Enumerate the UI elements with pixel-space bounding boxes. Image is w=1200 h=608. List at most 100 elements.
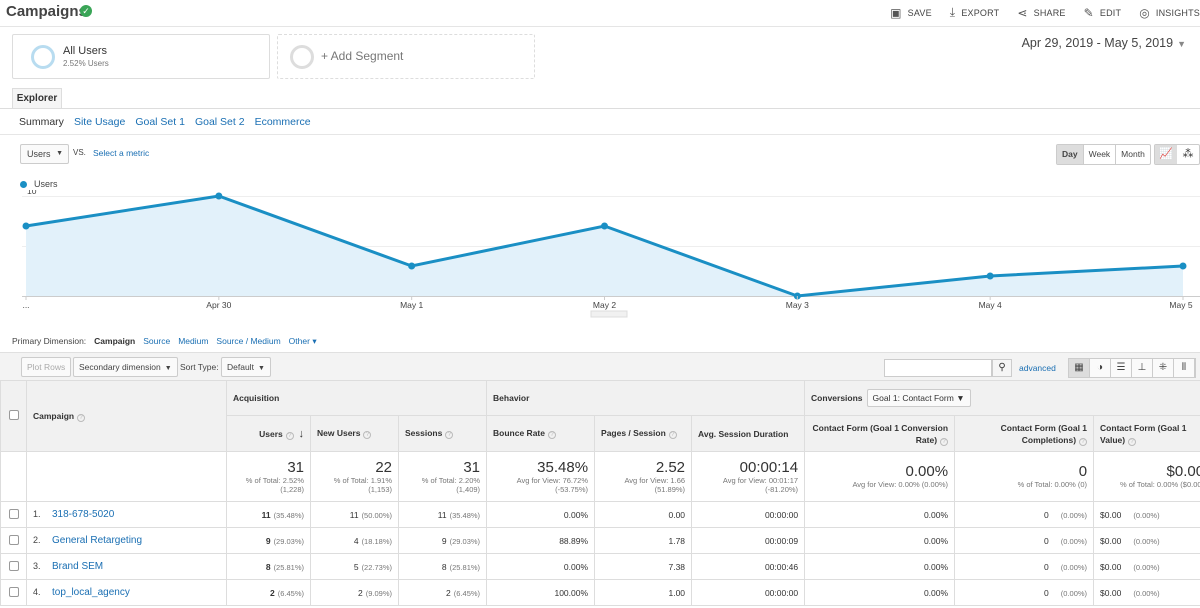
comparison-view-icon[interactable]: ⊥	[1132, 359, 1153, 377]
line-chart-icon[interactable]: 📈	[1155, 145, 1177, 164]
users-area	[26, 196, 1183, 296]
conversion-rate-cell: 0.00%	[804, 527, 956, 554]
subtab-site-usage[interactable]: Site Usage	[73, 116, 126, 128]
col-avg-session-duration[interactable]: Avg. Session Duration	[691, 415, 806, 452]
dimension-other[interactable]: Other ▾	[288, 336, 317, 346]
x-tick-label: May 3	[786, 300, 809, 310]
x-tick-label: May 4	[979, 300, 1002, 310]
help-icon: ?	[363, 431, 372, 439]
dimension-source[interactable]: Source	[143, 336, 171, 346]
row-checkbox[interactable]	[8, 508, 19, 519]
col-goal-value[interactable]: Contact Form (Goal 1 Value)?	[1093, 415, 1200, 452]
campaign-cell: 3. Brand SEM	[26, 553, 227, 580]
x-tick-label: May 1	[400, 300, 423, 310]
dimension-source-medium[interactable]: Source / Medium	[216, 336, 281, 346]
col-bounce-rate[interactable]: Bounce Rate?	[486, 415, 596, 452]
row-checkbox[interactable]	[8, 560, 19, 571]
help-icon: ?	[548, 431, 556, 439]
conversion-rate-cell: 0.00%	[804, 501, 956, 528]
legend-label: Users	[34, 179, 58, 189]
search-icon[interactable]: ⚲	[992, 359, 1012, 377]
chart-type-toggle: 📈 ⁂	[1154, 144, 1200, 165]
campaign-link[interactable]: 318-678-5020	[52, 509, 115, 520]
add-segment-button[interactable]: + Add Segment	[277, 34, 535, 79]
pages-session-cell: 0.00	[594, 501, 693, 528]
new-users-cell: 4 (18.18%)	[310, 527, 399, 554]
export-button[interactable]: ⤓ EXPORT	[949, 5, 1000, 19]
save-button[interactable]: ▣ SAVE	[890, 5, 932, 20]
campaign-link[interactable]: General Retargeting	[52, 535, 143, 546]
period-week-button[interactable]: Week	[1084, 145, 1117, 164]
subtab-goal-set-2[interactable]: Goal Set 2	[194, 116, 245, 128]
y-tick-label: 10	[27, 190, 37, 196]
select-metric-link[interactable]: Select a metric	[93, 148, 150, 158]
date-range-picker[interactable]: Apr 29, 2019 - May 5, 2019 ▼	[1021, 36, 1186, 50]
users-cell: 2 (6.45%)	[226, 579, 311, 606]
save-icon: ▣	[890, 5, 902, 20]
segment-all-users[interactable]: All Users 2.52% Users	[12, 34, 270, 79]
table-row: 3. Brand SEM 8 (25.81%) 5 (22.73%) 8 (25.81%) 0.…	[0, 553, 1200, 580]
period-day-button[interactable]: Day	[1057, 145, 1084, 164]
sessions-cell: 2 (6.45%)	[397, 579, 488, 606]
behavior-group-header: Behavior	[486, 380, 806, 416]
pages-session-cell: 7.38	[594, 553, 693, 580]
bounce-rate-cell: 88.89%	[486, 527, 596, 554]
total-value: $0.00% of Total: 0.00% ($0.00)	[1093, 451, 1200, 502]
motion-chart-icon[interactable]: ⁂	[1182, 148, 1194, 160]
top-bar: Campaigns ✓ ▣ SAVE ⤓ EXPORT ⋖ SHARE ✎ EDIT ◎…	[0, 0, 1200, 27]
col-pages-session[interactable]: Pages / Session?	[594, 415, 693, 452]
totals-row: 31% of Total: 2.52% (1,228) 22% of Total:…	[0, 451, 1200, 502]
chevron-down-icon: ▼	[257, 365, 265, 372]
chevron-down-icon: ▼	[1177, 39, 1186, 49]
chart-resize-handle	[590, 310, 628, 318]
tab-explorer[interactable]: Explorer	[12, 88, 62, 109]
sort-type-select[interactable]: Default ▼	[221, 357, 271, 377]
total-new-users: 22% of Total: 1.91% (1,153)	[310, 451, 399, 502]
x-tick-label: May 2	[593, 300, 616, 310]
share-button[interactable]: ⋖ SHARE	[1017, 5, 1066, 20]
help-icon: ?	[668, 431, 677, 439]
select-all-checkbox[interactable]	[8, 410, 19, 420]
segment-subtitle: 2.52% Users	[63, 59, 109, 68]
dimension-campaign[interactable]: Campaign	[94, 336, 136, 346]
primary-dimension-label: Primary Dimension:	[12, 336, 87, 346]
col-new-users[interactable]: New Users?	[310, 415, 399, 452]
data-table-icon[interactable]: ▦	[1069, 359, 1090, 377]
percentage-view-icon[interactable]: ◑	[1090, 359, 1111, 377]
term-cloud-icon[interactable]: ⁜	[1153, 359, 1174, 377]
total-completions: 0% of Total: 0.00% (0)	[954, 451, 1095, 502]
users-cell: 8 (25.81%)	[226, 553, 311, 580]
col-sessions[interactable]: Sessions?	[397, 415, 488, 452]
help-icon: ?	[1128, 437, 1137, 446]
campaign-cell: 4. top_local_agency	[26, 579, 227, 606]
chevron-down-icon: ▼	[56, 150, 63, 157]
subtab-goal-set-1[interactable]: Goal Set 1	[135, 116, 185, 128]
chevron-down-icon: ▾	[312, 336, 317, 346]
insights-button[interactable]: ◎ INSIGHTS	[1139, 5, 1200, 20]
col-goal-conversion-rate[interactable]: Contact Form (Goal 1 Conversion Rate)?	[804, 415, 956, 452]
edit-button[interactable]: ✎ EDIT	[1083, 5, 1122, 20]
plot-rows-button[interactable]: Plot Rows	[21, 357, 72, 377]
campaign-link[interactable]: top_local_agency	[52, 587, 130, 598]
row-checkbox[interactable]	[8, 586, 19, 597]
col-users[interactable]: Users? ↓	[226, 415, 311, 452]
acquisition-group-header: Acquisition	[225, 380, 488, 416]
total-sessions: 31% of Total: 2.20% (1,409)	[397, 451, 488, 502]
metric-select[interactable]: Users ▼	[20, 144, 69, 164]
dimension-medium[interactable]: Medium	[178, 336, 209, 346]
subtab-summary[interactable]: Summary	[19, 116, 64, 128]
campaign-header[interactable]: Campaign?	[26, 380, 227, 452]
completions-cell: 0 (0.00%)	[954, 553, 1095, 580]
subtab-ecommerce[interactable]: Ecommerce	[254, 116, 311, 128]
campaign-link[interactable]: Brand SEM	[52, 561, 104, 572]
period-month-button[interactable]: Month	[1121, 149, 1145, 159]
goal-select[interactable]: Goal 1: Contact Form ▼	[866, 389, 971, 407]
secondary-dimension-select[interactable]: Secondary dimension ▼	[73, 357, 178, 377]
col-goal-completions[interactable]: Contact Form (Goal 1 Completions)?	[954, 415, 1095, 452]
advanced-filter-link[interactable]: advanced	[1019, 363, 1056, 373]
performance-view-icon[interactable]: ☰	[1111, 359, 1132, 377]
pivot-view-icon[interactable]: ⦀	[1174, 359, 1195, 377]
subtabs: Summary Site Usage Goal Set 1 Goal Set 2…	[19, 116, 311, 128]
row-checkbox[interactable]	[8, 534, 19, 545]
table-search-input[interactable]	[884, 359, 992, 377]
